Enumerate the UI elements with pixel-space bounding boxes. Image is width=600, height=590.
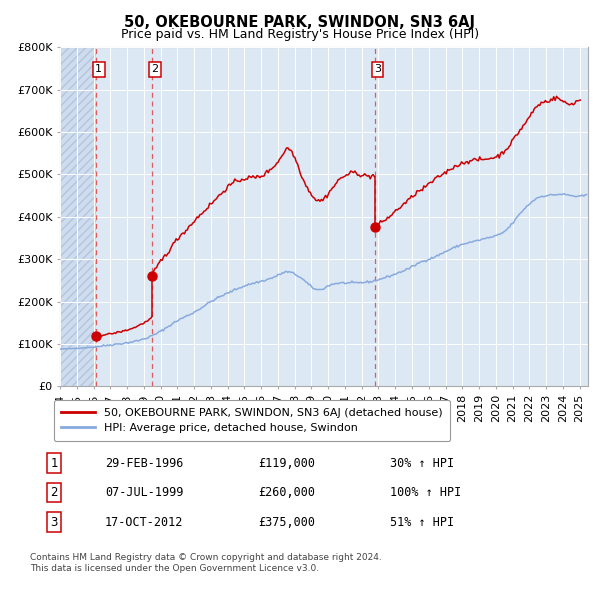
Text: 30% ↑ HPI: 30% ↑ HPI <box>390 457 454 470</box>
Text: Contains HM Land Registry data © Crown copyright and database right 2024.: Contains HM Land Registry data © Crown c… <box>30 553 382 562</box>
Text: 07-JUL-1999: 07-JUL-1999 <box>105 486 184 499</box>
Text: 29-FEB-1996: 29-FEB-1996 <box>105 457 184 470</box>
Text: £375,000: £375,000 <box>258 516 315 529</box>
Text: £260,000: £260,000 <box>258 486 315 499</box>
Text: 1: 1 <box>50 457 58 470</box>
Text: 50, OKEBOURNE PARK, SWINDON, SN3 6AJ: 50, OKEBOURNE PARK, SWINDON, SN3 6AJ <box>125 15 476 30</box>
Text: 2: 2 <box>151 64 158 74</box>
Text: 3: 3 <box>50 516 58 529</box>
Text: Price paid vs. HM Land Registry's House Price Index (HPI): Price paid vs. HM Land Registry's House … <box>121 28 479 41</box>
Bar <box>60 47 96 386</box>
Text: £119,000: £119,000 <box>258 457 315 470</box>
Text: 17-OCT-2012: 17-OCT-2012 <box>105 516 184 529</box>
Legend: 50, OKEBOURNE PARK, SWINDON, SN3 6AJ (detached house), HPI: Average price, detac: 50, OKEBOURNE PARK, SWINDON, SN3 6AJ (de… <box>53 400 450 441</box>
Text: 51% ↑ HPI: 51% ↑ HPI <box>390 516 454 529</box>
Text: 1: 1 <box>95 64 102 74</box>
Text: 100% ↑ HPI: 100% ↑ HPI <box>390 486 461 499</box>
Text: 3: 3 <box>374 64 381 74</box>
Text: 2: 2 <box>50 486 58 499</box>
Text: This data is licensed under the Open Government Licence v3.0.: This data is licensed under the Open Gov… <box>30 565 319 573</box>
